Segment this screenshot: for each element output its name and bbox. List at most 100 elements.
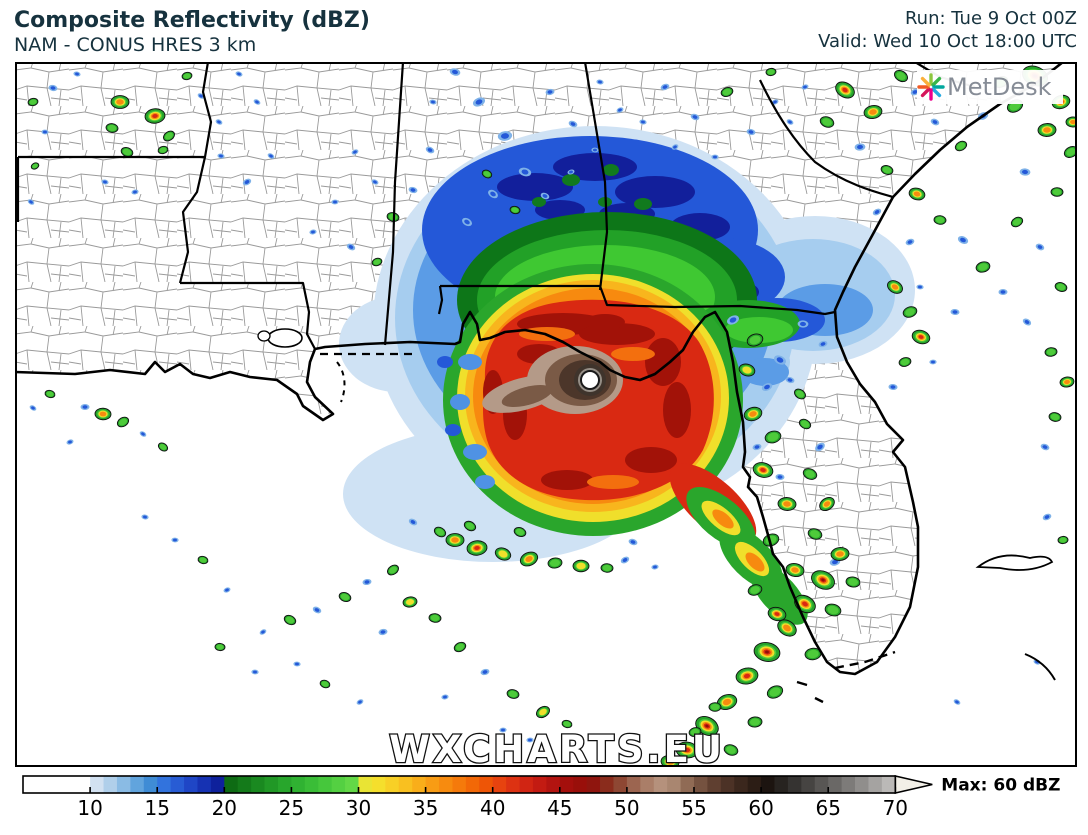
colorbar-tick-label: 60	[748, 796, 773, 820]
radar-cell	[929, 359, 937, 365]
radar-cell	[181, 71, 193, 81]
radar-cell	[1035, 243, 1045, 251]
radar-cell	[480, 668, 490, 676]
radar-cell	[449, 68, 461, 76]
radar-cell	[506, 689, 520, 699]
radar-cell	[519, 551, 539, 567]
radar-cell	[723, 744, 739, 756]
radar-cell	[540, 192, 550, 200]
radar-cell	[716, 694, 738, 710]
radar-cell	[819, 116, 835, 128]
radar-cell	[214, 642, 226, 652]
colorbar-tick-label: 10	[77, 796, 102, 820]
radar-cell	[197, 555, 209, 565]
radar-cell	[513, 527, 527, 537]
radar-cell	[509, 205, 521, 215]
radar-cell	[888, 383, 898, 391]
radar-cell	[708, 702, 722, 712]
radar-cell	[785, 562, 805, 578]
radar-cell	[930, 118, 940, 126]
radar-cell	[466, 540, 488, 556]
radar-cell	[765, 67, 777, 77]
radar-cell	[105, 123, 119, 133]
radar-cell	[217, 153, 225, 159]
radar-cell	[408, 518, 418, 526]
radar-cell	[953, 699, 961, 705]
radar-cell	[356, 699, 364, 705]
island-bahamas	[1024, 653, 1056, 681]
colorbar-tick-label: 55	[681, 796, 706, 820]
radar-cell	[747, 716, 763, 728]
radar-cell	[378, 628, 388, 636]
colorbar-tick-label: 70	[883, 796, 908, 820]
radar-cell	[898, 357, 912, 367]
radar-cell	[660, 83, 670, 91]
radar-cell	[171, 537, 179, 543]
radar-cell	[854, 143, 866, 151]
radar-cell	[80, 404, 90, 410]
radar-cell	[905, 238, 915, 246]
radar-cell	[902, 306, 918, 318]
radar-cell	[441, 694, 449, 700]
colorbar-tick-label: 45	[547, 796, 572, 820]
radar-hurricane	[339, 126, 915, 625]
radar-cell	[1054, 282, 1068, 292]
radar-cell	[950, 308, 960, 316]
radar-cell	[27, 199, 35, 205]
radar-cell	[1057, 535, 1069, 545]
radar-cell	[894, 69, 908, 83]
valid-label: Valid: Wed 10 Oct 18:00 UTC	[818, 30, 1077, 52]
radar-cell	[933, 215, 947, 225]
radar-cell	[1044, 347, 1058, 357]
radar-cell	[620, 556, 630, 564]
radar-cell	[567, 169, 575, 175]
radar-cell	[916, 284, 924, 290]
header-right: Run: Tue 9 Oct 00Z Valid: Wed 10 Oct 18:…	[818, 8, 1077, 53]
radar-cell	[445, 533, 465, 547]
radar-cell	[429, 99, 437, 105]
radar-cell	[720, 87, 734, 97]
radar-cell	[463, 520, 477, 532]
colorbar-tick-label: 35	[413, 796, 438, 820]
radar-cell	[293, 661, 301, 667]
coastline	[15, 62, 1064, 676]
radar-cell	[331, 199, 339, 205]
radar-cell	[283, 614, 297, 626]
max-value-label: Max: 60 dBZ	[941, 776, 1060, 796]
radar-cell	[139, 431, 147, 437]
radar-cell	[651, 564, 659, 570]
radar-cell	[785, 376, 795, 384]
radar-cell	[73, 71, 81, 77]
radar-cell	[259, 629, 267, 635]
radar-cell	[872, 208, 882, 216]
radar-cell	[908, 187, 926, 201]
radar-cell	[144, 108, 166, 124]
radar-cell	[954, 140, 968, 152]
colorbar-tick-label: 65	[815, 796, 840, 820]
radar-cell	[30, 162, 40, 170]
radar-cell	[804, 647, 822, 661]
radar-cell	[116, 416, 130, 428]
colorbar-tick-label: 30	[346, 796, 371, 820]
radar-cell	[1019, 168, 1031, 176]
radar-cell	[101, 179, 109, 185]
radar-cell	[761, 383, 773, 391]
radar-cell	[711, 154, 719, 160]
radar-cell	[518, 167, 532, 177]
radar-cell	[346, 243, 356, 251]
radar-cell	[141, 514, 149, 520]
radar-cell	[911, 329, 931, 345]
radar-cell	[110, 95, 130, 109]
radar-cell	[735, 667, 759, 685]
radar-cell	[639, 119, 647, 125]
radar-cell	[387, 564, 399, 576]
radar-cell	[1040, 443, 1050, 451]
radar-cell	[743, 406, 763, 422]
radar-cell	[568, 120, 578, 128]
radar-cell	[561, 719, 573, 729]
radar-cell	[371, 257, 383, 267]
colorbar: 10 15 20 25 30 35 40 45 50 55 60 65 70 Max: 60 dBZ	[0, 774, 1088, 832]
radar-cell	[688, 727, 702, 737]
radar-cell	[775, 473, 785, 481]
